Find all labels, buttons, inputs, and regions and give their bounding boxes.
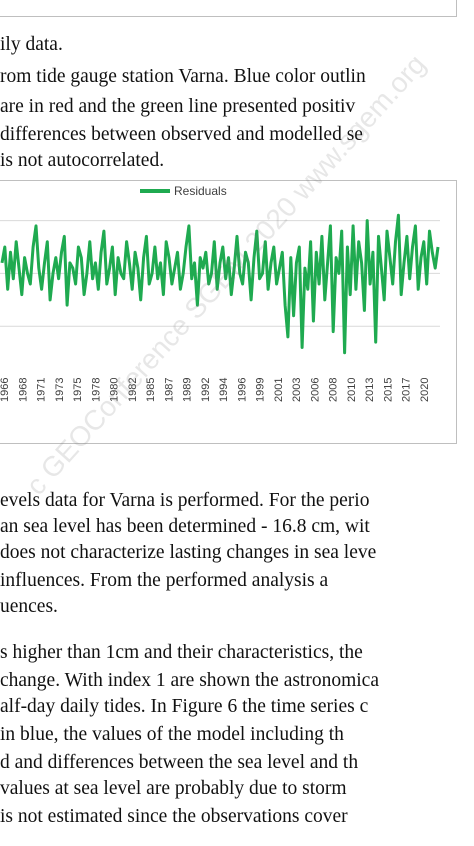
- text-line-3: are in red and the green line presented …: [0, 96, 356, 117]
- residuals-chart-frame: [0, 180, 457, 444]
- text-line-8: does not characterize lasting changes in…: [0, 542, 377, 563]
- x-tick-label: 1971: [36, 378, 48, 402]
- chart-legend: Residuals: [140, 184, 227, 198]
- text-line-5: is not autocorrelated.: [0, 150, 165, 171]
- x-tick-label: 2013: [364, 378, 376, 402]
- legend-swatch: [140, 189, 170, 193]
- text-line-10: uences.: [0, 596, 58, 617]
- text-line-17: is not estimated since the observations …: [0, 806, 348, 827]
- text-line-14: in blue, the values of the model includi…: [0, 724, 344, 745]
- x-tick-label: 1999: [255, 378, 267, 402]
- text-line-11: s higher than 1cm and their characterist…: [0, 642, 363, 663]
- text-line-7: an sea level has been determined - 16.8 …: [0, 516, 370, 537]
- x-tick-label: 1992: [200, 378, 212, 402]
- x-tick-label: 1989: [182, 378, 194, 402]
- text-line-6: evels data for Varna is performed. For t…: [0, 490, 370, 511]
- text-line-13: alf-day daily tides. In Figure 6 the tim…: [0, 696, 369, 717]
- previous-chart-frame: [0, 0, 457, 17]
- series-line-residuals: [0, 213, 440, 355]
- x-tick-label: 2003: [291, 378, 303, 402]
- x-tick-label: 2010: [346, 378, 358, 402]
- text-line-9: influences. From the performed analysis …: [0, 570, 329, 591]
- x-tick-label: 2001: [273, 378, 285, 402]
- text-line-2: rom tide gauge station Varna. Blue color…: [0, 66, 366, 87]
- legend-label: Residuals: [174, 184, 227, 198]
- x-tick-label: 1996: [236, 378, 248, 402]
- x-tick-label: 1975: [72, 378, 84, 402]
- x-tick-label: 2015: [382, 378, 394, 402]
- x-tick-label: 1978: [90, 378, 102, 402]
- x-tick-label: 1973: [54, 378, 66, 402]
- x-tick-label: 1968: [17, 378, 29, 402]
- x-tick-label: 1985: [145, 378, 157, 402]
- x-tick-label: 2006: [309, 378, 321, 402]
- text-line-12: change. With index 1 are shown the astro…: [0, 670, 379, 691]
- residuals-chart: 1966 1968 1971 1973 1975 1978 1980 1982 1985 1987…: [0, 213, 440, 402]
- x-tick-label: 2020: [419, 378, 431, 402]
- x-tick-label: 1966: [0, 378, 11, 402]
- x-tick-label: 1994: [218, 378, 230, 402]
- x-tick-label: 1980: [109, 378, 121, 402]
- text-line-4: differences between observed and modelle…: [0, 124, 363, 145]
- text-line-16: values at sea level are probably due to …: [0, 778, 347, 799]
- x-tick-label: 2008: [328, 378, 340, 402]
- x-tick-label: 2017: [401, 378, 413, 402]
- x-tick-label: 1982: [127, 378, 139, 402]
- x-tick-label: 1987: [163, 378, 175, 402]
- text-line-15: d and differences between the sea level …: [0, 752, 359, 773]
- text-line-1: ily data.: [0, 34, 63, 55]
